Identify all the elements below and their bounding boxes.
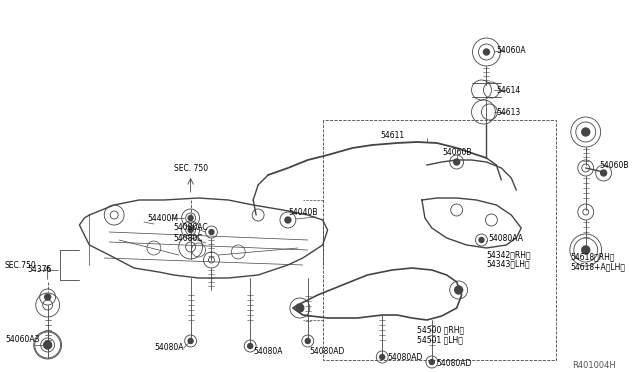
Text: 54618〈RH〉: 54618〈RH〉 [571,253,615,262]
Text: SEC. 750: SEC. 750 [173,164,208,173]
Text: 54060A: 54060A [497,45,526,55]
Circle shape [582,246,589,254]
Text: 54060B: 54060B [442,148,472,157]
Circle shape [188,339,193,343]
Text: 54080AD: 54080AD [437,359,472,368]
Circle shape [305,339,310,343]
Circle shape [600,170,607,176]
Circle shape [188,215,193,221]
Text: 54060B: 54060B [600,160,629,170]
Circle shape [44,341,52,349]
Text: 54501 〈LH〉: 54501 〈LH〉 [417,336,463,344]
Text: 54611: 54611 [380,131,404,140]
Text: 54060A3: 54060A3 [5,336,40,344]
Text: 54614: 54614 [497,86,520,94]
Circle shape [296,304,304,312]
Circle shape [380,355,385,359]
Circle shape [479,237,484,243]
Circle shape [454,159,460,165]
Text: 54080AC: 54080AC [173,222,209,231]
Circle shape [45,342,51,348]
Text: 54040B: 54040B [288,208,317,217]
Text: 54080A: 54080A [154,343,184,353]
Circle shape [45,294,51,300]
Text: SEC.750: SEC.750 [5,260,36,269]
Text: 54080A: 54080A [253,347,283,356]
Circle shape [209,230,214,234]
Text: 54080AD: 54080AD [387,353,422,362]
Circle shape [188,228,193,232]
Text: R401004H: R401004H [572,360,616,369]
Circle shape [582,128,589,136]
Text: 54618+A〈LH〉: 54618+A〈LH〉 [571,263,626,272]
Circle shape [483,49,490,55]
Circle shape [285,217,291,223]
Circle shape [454,286,463,294]
Text: 54400M: 54400M [147,214,178,222]
Circle shape [248,343,253,349]
Circle shape [429,359,435,365]
Text: 54080C: 54080C [173,234,204,243]
Text: 54080AA: 54080AA [488,234,524,243]
Text: 54080AD: 54080AD [310,347,345,356]
Text: 54376: 54376 [28,266,52,275]
Text: 54342〈RH〉: 54342〈RH〉 [486,250,531,260]
Text: 54613: 54613 [497,108,520,116]
Text: 54343〈LH〉: 54343〈LH〉 [486,260,530,269]
Text: 54500 〈RH〉: 54500 〈RH〉 [417,326,464,334]
